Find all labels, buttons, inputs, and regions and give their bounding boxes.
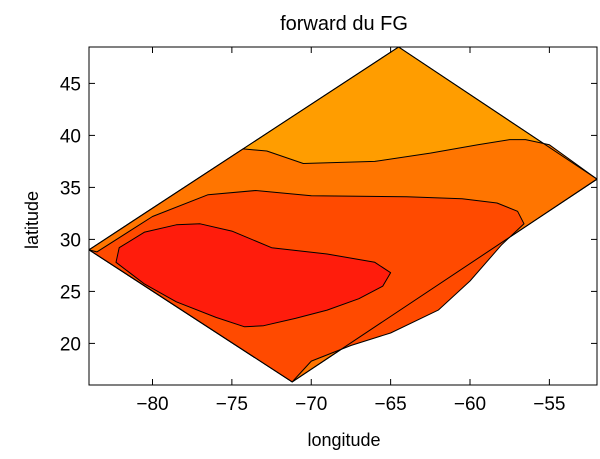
domain-outline <box>89 47 597 383</box>
x-axis-label: longitude <box>307 430 380 450</box>
y-tick-label: 30 <box>60 230 81 251</box>
chart-title: forward du FG <box>280 13 408 35</box>
x-tick-label: −70 <box>295 394 327 415</box>
y-tick-label: 25 <box>60 282 81 303</box>
plot-area: −80 −75 −70 −65 −60 −55 20 25 30 35 40 45 <box>60 46 598 415</box>
x-tick-label: −65 <box>375 394 407 415</box>
y-tick-label: 20 <box>60 334 81 355</box>
x-tick-label: −60 <box>454 394 486 415</box>
y-tick-label: 45 <box>60 74 81 95</box>
contour-fills <box>89 47 597 383</box>
axes-frame <box>88 46 598 386</box>
contour-level-4 <box>115 223 392 328</box>
x-tick-label: −80 <box>136 394 168 415</box>
y-axis-label: latitude <box>22 191 42 249</box>
x-tick-label: −75 <box>216 394 248 415</box>
y-tick-label: 35 <box>60 178 81 199</box>
y-tick-label: 40 <box>60 126 81 147</box>
x-tick-label: −55 <box>533 394 565 415</box>
